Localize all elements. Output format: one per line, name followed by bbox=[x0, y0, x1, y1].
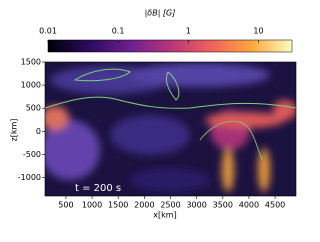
figure: |δB| [G] t = 200 s x[km] z[km] 0.01 0.1 1 1… bbox=[10, 9, 297, 220]
colorbar-label: |δB| [G] bbox=[145, 9, 176, 18]
y-tick-label: -500 bbox=[23, 150, 41, 159]
y-tick-label: 500 bbox=[26, 104, 41, 113]
x-tick-label: 4500 bbox=[265, 201, 285, 210]
y-tick-label: 0 bbox=[36, 127, 41, 136]
y-tick-label: 1500 bbox=[21, 58, 41, 67]
x-tick-label: 3500 bbox=[213, 201, 233, 210]
x-tick-label: 2500 bbox=[160, 201, 180, 210]
x-tick-label: 500 bbox=[58, 201, 73, 210]
colorbar bbox=[47, 39, 293, 53]
y-axis-label: z[km] bbox=[10, 119, 19, 142]
y-tick-label: 1000 bbox=[21, 81, 41, 90]
x-axis-label: x[km] bbox=[153, 211, 176, 220]
x-tick-label: 1500 bbox=[108, 201, 128, 210]
colorbar-tick-label: 0.1 bbox=[112, 27, 125, 36]
y-tick-label: -1000 bbox=[18, 173, 41, 182]
annotation: t = 200 s bbox=[75, 183, 121, 194]
x-tick-label: 1000 bbox=[82, 201, 102, 210]
x-tick-label: 2000 bbox=[134, 201, 154, 210]
x-tick-label: 4000 bbox=[239, 201, 259, 210]
x-tick-label: 3000 bbox=[186, 201, 206, 210]
colorbar-tick-label: 0.01 bbox=[39, 27, 57, 36]
field-image bbox=[45, 62, 296, 196]
colorbar-tick-label: 1 bbox=[186, 27, 191, 36]
colorbar-tick-label: 10 bbox=[253, 27, 263, 36]
